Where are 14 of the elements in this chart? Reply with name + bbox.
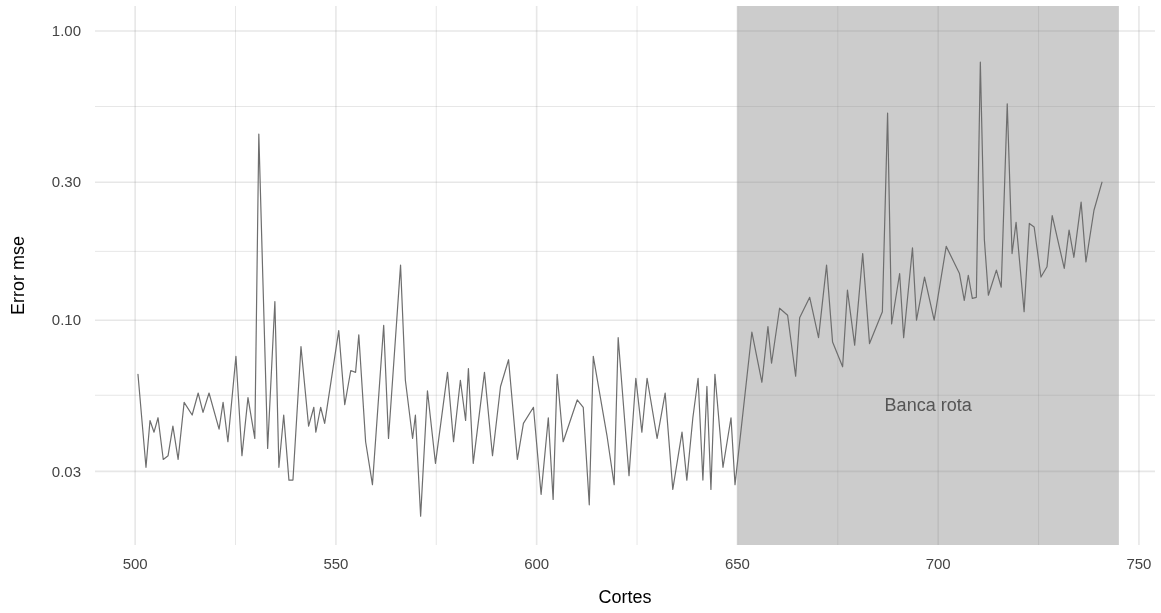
x-tick-label: 600 [524, 555, 550, 572]
y-tick-label: 1.00 [51, 22, 81, 40]
y-tick-label: 0.10 [51, 311, 81, 329]
x-tick-label: 700 [925, 555, 951, 572]
x-tick-label: 750 [1126, 555, 1152, 572]
y-axis-title: Error mse [8, 235, 28, 316]
x-tick-label: 500 [122, 555, 148, 572]
x-tick-label: 550 [323, 555, 349, 572]
x-axis-title: Cortes [598, 587, 652, 607]
y-tick-label: 0.03 [51, 462, 81, 480]
y-tick-label: 0.30 [51, 173, 81, 191]
line-series [137, 61, 1103, 517]
x-tick-label: 650 [724, 555, 750, 572]
band-label: Banca rota [884, 395, 973, 416]
